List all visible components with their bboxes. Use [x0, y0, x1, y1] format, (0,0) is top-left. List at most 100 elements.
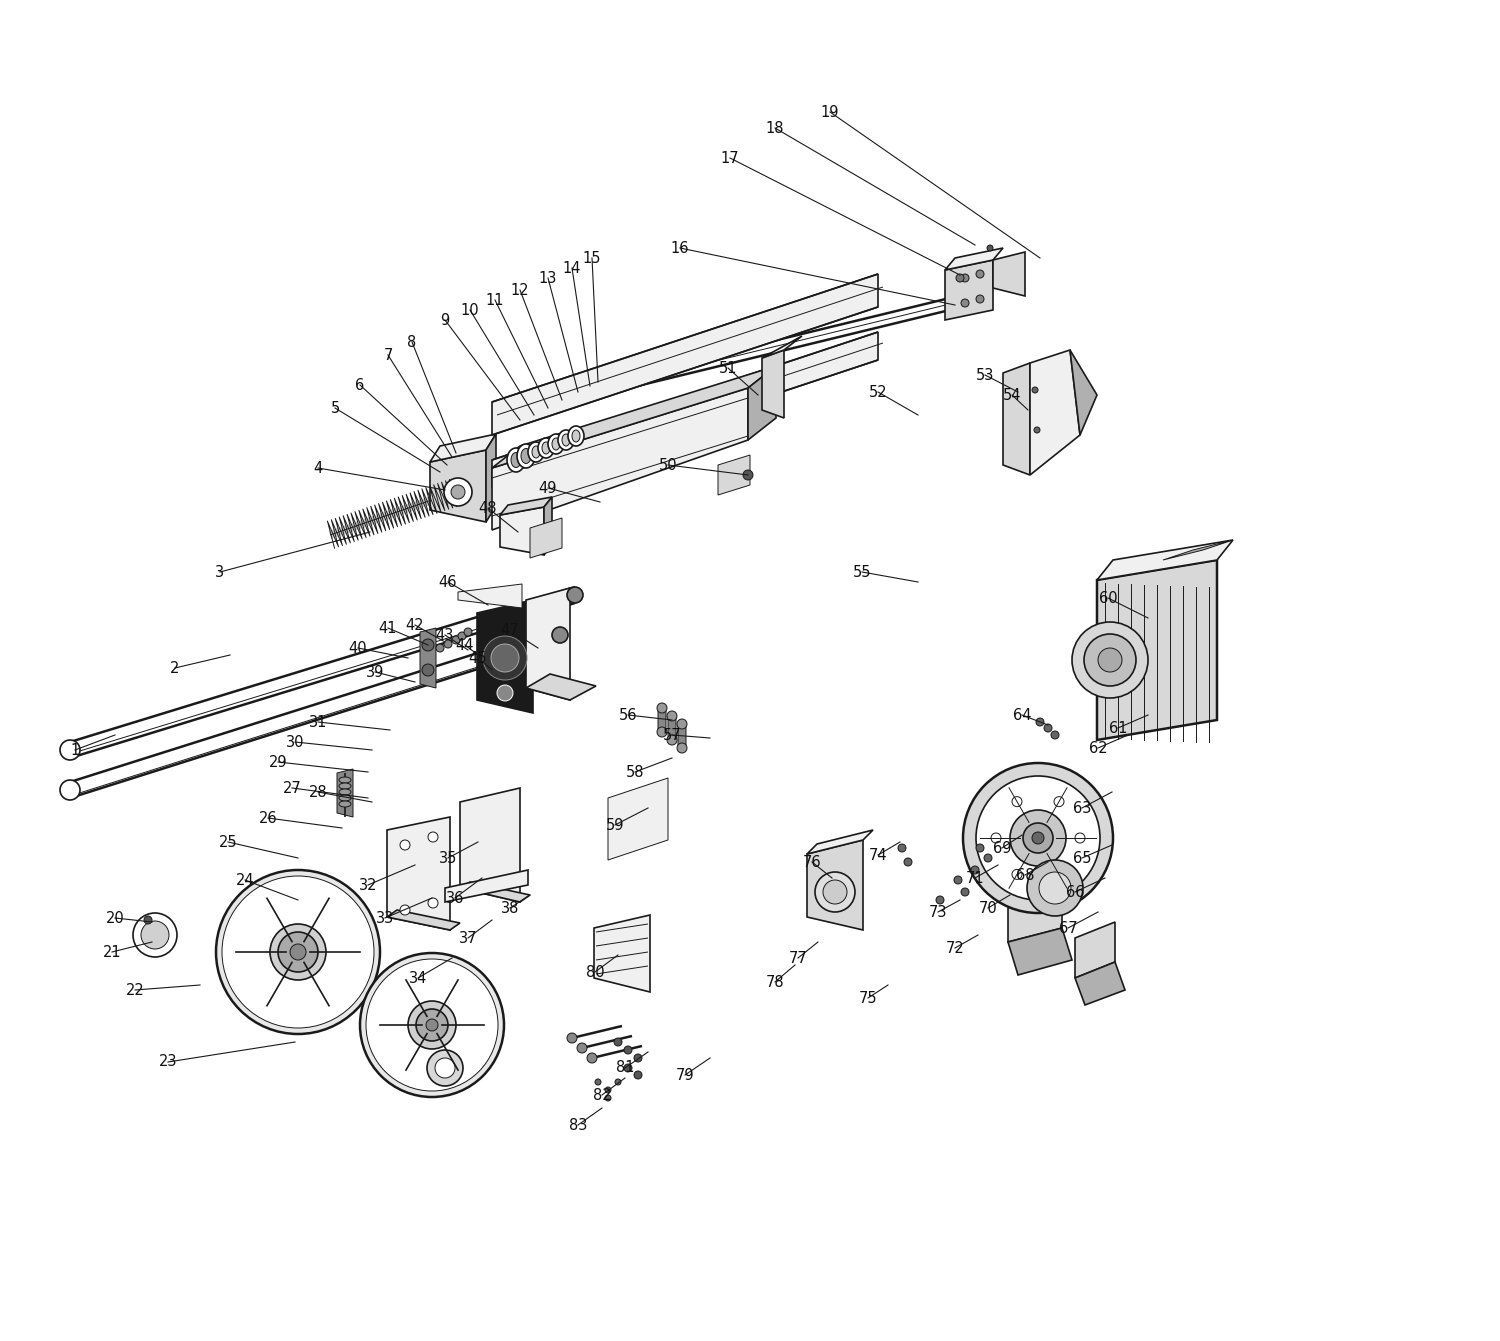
Circle shape — [976, 295, 984, 303]
Text: 78: 78 — [765, 975, 784, 990]
Circle shape — [567, 1033, 578, 1043]
Polygon shape — [1096, 540, 1233, 581]
Polygon shape — [608, 778, 668, 860]
Polygon shape — [486, 434, 496, 522]
Circle shape — [976, 843, 984, 852]
Circle shape — [552, 628, 568, 642]
Text: 25: 25 — [219, 834, 237, 849]
Ellipse shape — [507, 448, 525, 472]
Circle shape — [464, 628, 472, 636]
Polygon shape — [668, 713, 676, 740]
Circle shape — [452, 636, 460, 644]
Polygon shape — [718, 455, 750, 495]
Circle shape — [596, 1080, 602, 1085]
Text: 47: 47 — [501, 622, 519, 637]
Ellipse shape — [339, 789, 351, 795]
Text: 13: 13 — [538, 271, 556, 286]
Text: 43: 43 — [436, 628, 454, 642]
Text: 65: 65 — [1072, 850, 1090, 865]
Circle shape — [624, 1046, 632, 1054]
Polygon shape — [594, 915, 650, 992]
Ellipse shape — [339, 795, 351, 801]
Text: 15: 15 — [582, 251, 602, 266]
Text: 31: 31 — [309, 715, 327, 730]
Circle shape — [676, 719, 687, 730]
Polygon shape — [420, 628, 436, 688]
Circle shape — [427, 898, 438, 908]
Polygon shape — [430, 451, 486, 522]
Polygon shape — [945, 248, 1004, 270]
Text: 28: 28 — [309, 784, 327, 799]
Circle shape — [426, 1019, 438, 1031]
Circle shape — [586, 1053, 597, 1063]
Circle shape — [624, 1063, 632, 1071]
Circle shape — [1044, 724, 1052, 732]
Polygon shape — [477, 599, 532, 713]
Polygon shape — [492, 274, 878, 434]
Circle shape — [60, 780, 80, 801]
Text: 46: 46 — [438, 574, 458, 590]
Polygon shape — [762, 337, 802, 358]
Circle shape — [422, 640, 434, 650]
Polygon shape — [678, 721, 686, 748]
Circle shape — [657, 727, 668, 738]
Text: 3: 3 — [216, 565, 225, 579]
Circle shape — [634, 1071, 642, 1080]
Polygon shape — [460, 882, 530, 902]
Circle shape — [408, 1000, 456, 1049]
Circle shape — [490, 644, 519, 672]
Circle shape — [1036, 717, 1044, 725]
Text: 8: 8 — [408, 334, 417, 350]
Ellipse shape — [528, 443, 544, 463]
Circle shape — [60, 740, 80, 760]
Circle shape — [278, 932, 318, 972]
Circle shape — [427, 1050, 464, 1086]
Text: 52: 52 — [868, 385, 888, 400]
Circle shape — [604, 1096, 610, 1101]
Text: 19: 19 — [821, 105, 840, 119]
Circle shape — [360, 953, 504, 1097]
Circle shape — [742, 469, 753, 480]
Circle shape — [657, 703, 668, 713]
Polygon shape — [1162, 540, 1233, 561]
Circle shape — [898, 843, 906, 852]
Text: 35: 35 — [440, 850, 458, 865]
Circle shape — [1023, 823, 1053, 853]
Ellipse shape — [552, 439, 560, 451]
Circle shape — [668, 711, 676, 721]
Circle shape — [676, 743, 687, 754]
Circle shape — [1072, 622, 1148, 699]
Text: 49: 49 — [538, 480, 558, 496]
Circle shape — [435, 1058, 454, 1078]
Circle shape — [668, 735, 676, 746]
Text: 37: 37 — [459, 931, 477, 945]
Circle shape — [970, 866, 980, 874]
Text: 4: 4 — [314, 460, 322, 476]
Polygon shape — [500, 498, 552, 515]
Text: 27: 27 — [282, 780, 302, 795]
Text: 62: 62 — [1089, 740, 1107, 755]
Circle shape — [400, 839, 410, 850]
Ellipse shape — [339, 801, 351, 807]
Text: 39: 39 — [366, 665, 384, 680]
Circle shape — [984, 854, 992, 862]
Circle shape — [366, 959, 498, 1092]
Polygon shape — [1096, 561, 1216, 740]
Polygon shape — [458, 583, 522, 607]
Polygon shape — [492, 366, 776, 468]
Ellipse shape — [572, 430, 580, 443]
Circle shape — [1032, 831, 1044, 843]
Circle shape — [567, 587, 584, 603]
Circle shape — [963, 763, 1113, 913]
Text: 63: 63 — [1072, 801, 1090, 815]
Circle shape — [904, 858, 912, 866]
Text: 66: 66 — [1065, 885, 1084, 900]
Text: 83: 83 — [568, 1117, 586, 1133]
Circle shape — [1032, 388, 1038, 393]
Circle shape — [290, 944, 306, 960]
Circle shape — [976, 776, 1100, 900]
Text: 71: 71 — [966, 870, 984, 885]
Text: 17: 17 — [720, 150, 740, 165]
Text: 64: 64 — [1013, 708, 1032, 723]
Text: 30: 30 — [285, 735, 304, 750]
